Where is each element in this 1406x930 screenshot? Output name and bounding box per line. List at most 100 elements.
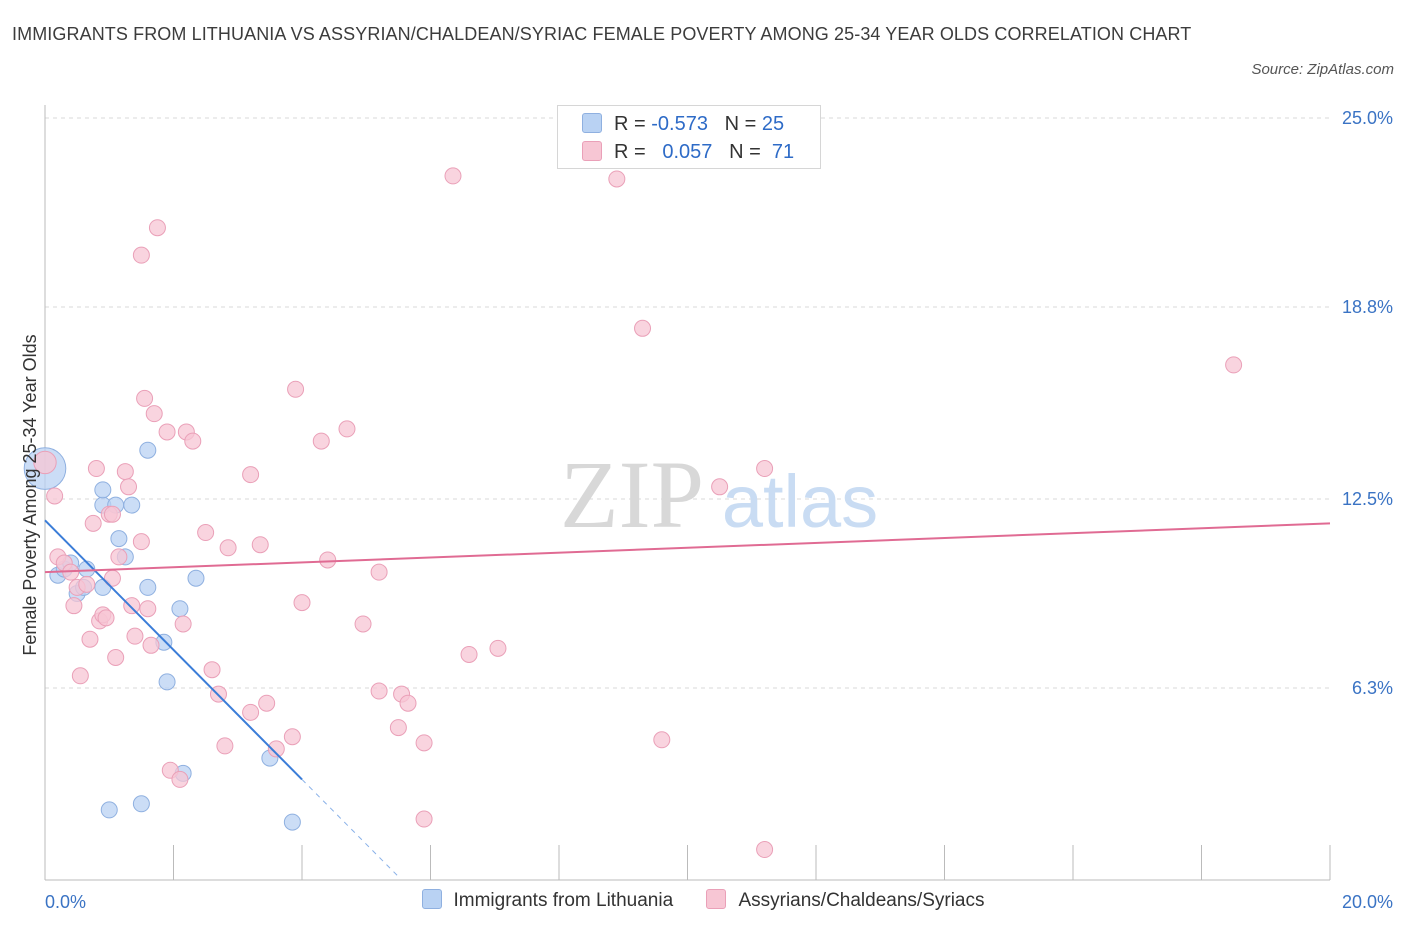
- point-assyrian: [354, 615, 372, 633]
- point-assyrian: [653, 731, 671, 749]
- point-assyrian: [711, 478, 729, 496]
- point-assyrian: [116, 463, 134, 481]
- trend-line-assyrian: [44, 522, 1331, 574]
- point-assyrian: [1225, 356, 1243, 374]
- point-assyrian: [110, 548, 128, 566]
- point-lithuania: [139, 441, 157, 459]
- point-assyrian: [84, 514, 102, 532]
- point-lithuania: [171, 600, 189, 618]
- point-assyrian: [123, 597, 141, 615]
- point-assyrian: [251, 536, 269, 554]
- point-assyrian: [71, 667, 89, 685]
- n-label: N =: [729, 141, 761, 163]
- y-tick-label: 6.3%: [1352, 678, 1393, 698]
- legend-item-lithuania[interactable]: Immigrants from Lithuania: [421, 889, 674, 912]
- point-assyrian: [293, 594, 311, 612]
- r-value: 0.057: [662, 141, 713, 163]
- r-value: -0.573: [651, 113, 708, 135]
- point-assyrian: [33, 450, 57, 475]
- point-assyrian: [97, 609, 115, 627]
- trend-line-lithuania: [44, 519, 303, 781]
- series-legend: Immigrants from Lithuania Assyrians/Chal…: [0, 889, 1406, 912]
- n-value: 25: [761, 113, 785, 135]
- point-assyrian: [87, 460, 105, 478]
- chart-title: IMMIGRANTS FROM LITHUANIA VS ASSYRIAN/CH…: [12, 24, 1192, 44]
- legend-label: Immigrants from Lithuania: [453, 890, 674, 911]
- watermark-zip: ZIP: [560, 441, 704, 548]
- point-lithuania: [187, 569, 205, 587]
- point-lithuania: [158, 673, 176, 691]
- legend-row-assyrian: R = 0.057 N = 71: [582, 141, 794, 167]
- point-assyrian: [258, 694, 276, 712]
- point-assyrian: [370, 563, 388, 581]
- point-assyrian: [139, 600, 157, 618]
- y-tick-label: 12.5%: [1342, 489, 1393, 509]
- point-lithuania: [110, 530, 128, 548]
- axis-labels: 6.3% 12.5% 18.8% 25.0% 0.0% 20.0%: [45, 108, 1393, 912]
- y-tick-label: 25.0%: [1342, 108, 1393, 128]
- point-assyrian: [107, 648, 125, 666]
- legend-item-assyrian[interactable]: Assyrians/Chaldeans/Syriacs: [706, 889, 984, 912]
- point-assyrian: [120, 478, 138, 496]
- r-label: R =: [614, 141, 646, 163]
- point-assyrian: [287, 380, 305, 398]
- point-lithuania: [94, 481, 112, 499]
- legend-label: Assyrians/Chaldeans/Syriacs: [738, 890, 985, 911]
- point-assyrian: [756, 460, 774, 478]
- point-assyrian: [489, 639, 507, 657]
- legend-swatch-blue: [421, 889, 442, 909]
- data-points: [23, 167, 1243, 859]
- r-label: R =: [614, 113, 646, 135]
- point-assyrian: [174, 615, 192, 633]
- point-assyrian: [389, 719, 407, 737]
- point-assyrian: [136, 389, 154, 407]
- point-assyrian: [415, 734, 433, 752]
- watermark-atlas: atlas: [722, 460, 878, 543]
- point-assyrian: [81, 630, 99, 648]
- trend-lines: [44, 519, 1331, 877]
- legend-swatch-pink: [582, 141, 602, 161]
- legend-swatch-pink: [706, 889, 727, 909]
- point-assyrian: [460, 645, 478, 663]
- point-assyrian: [312, 432, 330, 450]
- point-assyrian: [283, 728, 301, 746]
- point-assyrian: [338, 420, 356, 438]
- point-assyrian: [756, 841, 774, 859]
- point-assyrian: [148, 219, 166, 237]
- point-lithuania: [100, 801, 118, 819]
- source-note: Source: ZipAtlas.com: [1251, 61, 1394, 78]
- point-lithuania: [139, 578, 157, 596]
- watermark: ZIP atlas: [560, 441, 878, 548]
- point-assyrian: [242, 703, 260, 721]
- gridlines: [45, 117, 1330, 689]
- point-assyrian: [608, 170, 626, 188]
- point-assyrian: [126, 627, 144, 645]
- point-assyrian: [132, 533, 150, 551]
- legend-row-lithuania: R = -0.573 N = 25: [582, 113, 784, 139]
- point-assyrian: [145, 405, 163, 423]
- point-assyrian: [634, 319, 652, 337]
- trend-extension-lithuania: [301, 779, 399, 877]
- y-tick-label: 18.8%: [1342, 297, 1393, 317]
- point-assyrian: [444, 167, 462, 185]
- x-tick-label: 20.0%: [1342, 892, 1393, 912]
- point-assyrian: [267, 740, 285, 758]
- point-assyrian: [158, 423, 176, 441]
- y-axis-title: Female Poverty Among 25-34 Year Olds: [20, 334, 40, 655]
- point-assyrian: [242, 466, 260, 484]
- correlation-legend: R = -0.573 N = 25 R = 0.057 N = 71: [557, 105, 821, 169]
- point-lithuania: [132, 795, 150, 813]
- point-assyrian: [399, 694, 417, 712]
- point-assyrian: [103, 505, 121, 523]
- axes: [44, 105, 1331, 881]
- point-assyrian: [65, 597, 83, 615]
- point-lithuania: [283, 813, 301, 831]
- point-assyrian: [197, 524, 215, 542]
- point-assyrian: [132, 246, 150, 264]
- n-label: N =: [724, 113, 757, 135]
- n-value: 71: [771, 141, 795, 163]
- point-assyrian: [142, 636, 160, 654]
- point-assyrian: [46, 487, 64, 505]
- point-assyrian: [219, 539, 237, 557]
